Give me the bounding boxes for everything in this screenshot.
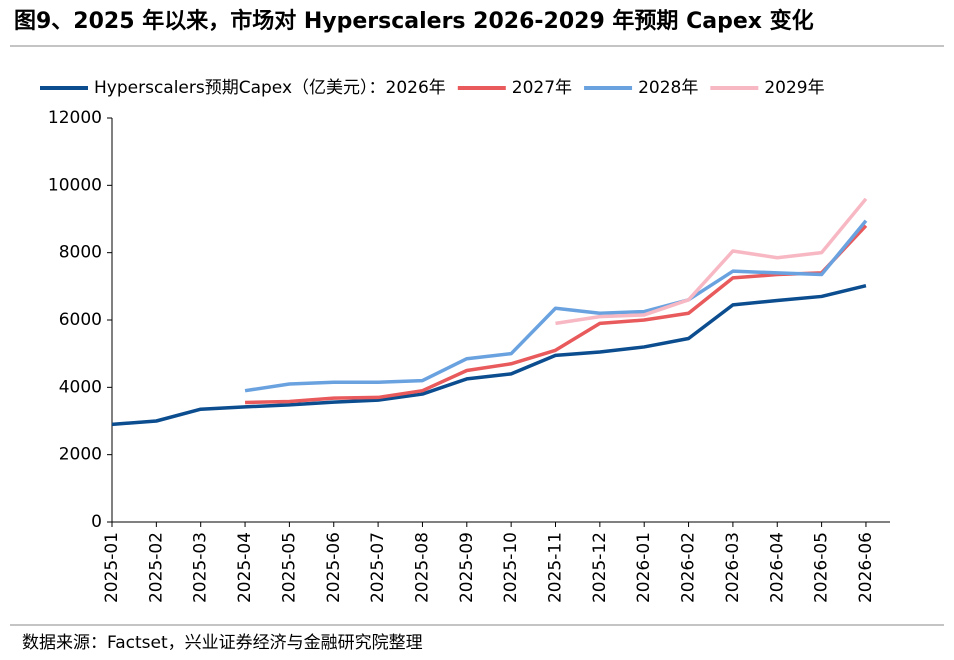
legend-label: Hyperscalers预期Capex（亿美元）：2026年 — [94, 78, 446, 98]
chart-title: 图9、2025 年以来，市场对 Hyperscalers 2026-2029 年… — [14, 8, 814, 34]
y-tick-label: 2000 — [59, 445, 102, 465]
legend-label: 2028年 — [638, 78, 698, 98]
legend-label: 2029年 — [764, 78, 824, 98]
series-line — [245, 224, 868, 405]
y-tick-label: 0 — [91, 512, 102, 532]
legend-label: 2027年 — [512, 78, 572, 98]
x-tick-label: 2025-07 — [368, 532, 388, 603]
source-note: 数据来源：Factset，兴业证券经济与金融研究院整理 — [22, 633, 423, 653]
x-tick-label: 2025-05 — [279, 532, 299, 603]
x-tick-label: 2025-11 — [546, 532, 566, 603]
x-tick-label: 2026-04 — [767, 532, 787, 603]
x-tick-label: 2025-12 — [590, 532, 610, 603]
x-tick-label: 2025-03 — [191, 532, 211, 603]
x-tick-label: 2026-02 — [679, 532, 699, 603]
x-tick-label: 2026-03 — [723, 532, 743, 603]
series-line — [111, 283, 867, 427]
y-tick-label: 6000 — [59, 310, 102, 330]
x-tick-label: 2026-05 — [812, 532, 832, 603]
series-line — [244, 219, 868, 393]
x-tick-label: 2025-06 — [324, 532, 344, 603]
x-tick-label: 2026-06 — [856, 532, 876, 603]
x-tick-label: 2025-02 — [146, 532, 166, 603]
x-tick-label: 2025-04 — [235, 532, 255, 603]
series-line — [555, 197, 868, 326]
x-tick-label: 2025-09 — [457, 532, 477, 603]
y-tick-label: 12000 — [48, 108, 102, 128]
x-tick-label: 2025-10 — [501, 532, 521, 603]
y-tick-label: 10000 — [48, 175, 102, 195]
x-tick-label: 2025-08 — [412, 532, 432, 603]
x-tick-label: 2025-01 — [102, 532, 122, 603]
y-tick-label: 4000 — [59, 377, 102, 397]
y-tick-label: 8000 — [59, 243, 102, 263]
x-tick-label: 2026-01 — [634, 532, 654, 603]
